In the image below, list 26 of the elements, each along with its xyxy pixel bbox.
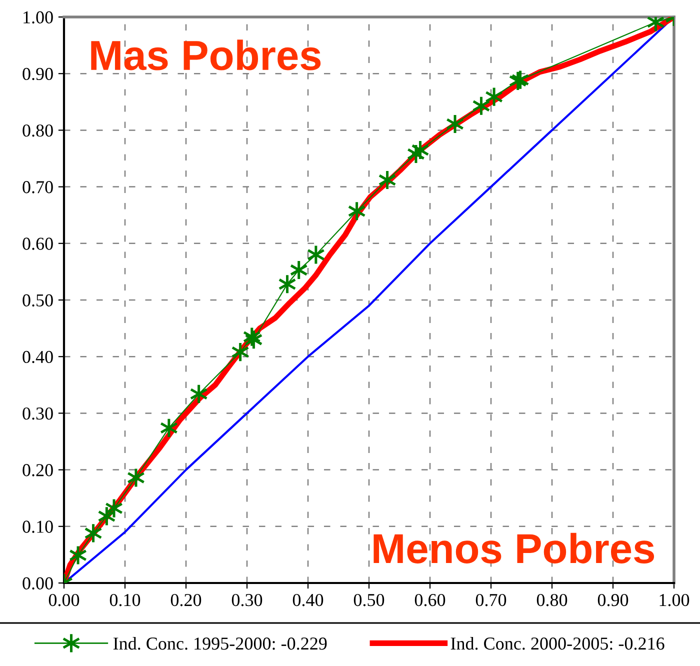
y-tick-label: 0.20 [22, 464, 53, 476]
x-tick-label: 0.60 [414, 594, 446, 606]
x-tick-label: 0.50 [354, 594, 384, 606]
annotation: Mas Pobres [91, 40, 321, 70]
x-tick-label: 0.20 [170, 594, 202, 606]
x-tick-label: 0.40 [292, 594, 324, 606]
y-tick-label: 0.70 [22, 181, 53, 194]
x-tick-label: 0.80 [536, 594, 568, 606]
y-tick-label: 0.60 [22, 238, 53, 250]
y-tick-label: 0.50 [22, 294, 53, 307]
x-tick-label: 0.10 [110, 594, 140, 606]
y-tick-label: 1.00 [24, 11, 53, 24]
y-tick-label: 0.90 [22, 68, 53, 80]
y-tick-label: 0.30 [22, 407, 53, 420]
x-tick-label: 0.70 [476, 594, 506, 606]
x-tick-label: 0.30 [232, 594, 262, 606]
x-tick-label: 0.00 [48, 594, 80, 606]
x-tick-label: 1.00 [660, 594, 690, 606]
legend-label: Ind. Conc. 1995-2000: -0.229 [113, 636, 327, 650]
y-tick-label: 0.80 [22, 124, 53, 137]
x-tick-label: 0.90 [598, 594, 628, 606]
y-tick-label: 0.40 [22, 350, 53, 364]
legend-label: Ind. Conc. 2000-2005: -0.216 [450, 636, 664, 650]
annotation: Menos Pobres [374, 532, 654, 564]
y-tick-label: 0.10 [22, 520, 53, 533]
y-tick-label: 0.00 [22, 577, 53, 590]
